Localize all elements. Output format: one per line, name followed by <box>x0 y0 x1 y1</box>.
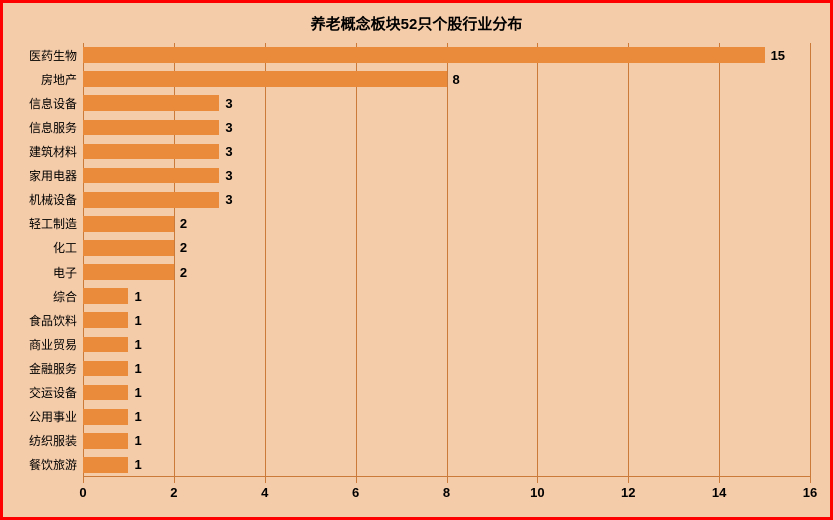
category-label: 综合 <box>53 288 77 305</box>
x-tick-label: 16 <box>803 485 817 500</box>
category-label: 纺织服装 <box>29 432 77 449</box>
bar-value: 1 <box>134 289 141 304</box>
bar-value: 2 <box>180 265 187 280</box>
bar-value: 15 <box>771 48 785 63</box>
category-label: 房地产 <box>41 71 77 88</box>
bar-value: 3 <box>225 120 232 135</box>
category-label: 化工 <box>53 239 77 256</box>
bar <box>83 192 219 208</box>
bar-value: 1 <box>134 457 141 472</box>
x-tick <box>174 477 175 483</box>
bar-row: 建筑材料3 <box>83 144 810 160</box>
bar <box>83 264 174 280</box>
x-tick <box>265 477 266 483</box>
x-tick-label: 4 <box>261 485 268 500</box>
x-tick <box>356 477 357 483</box>
bar <box>83 288 128 304</box>
category-label: 商业贸易 <box>29 336 77 353</box>
bar <box>83 216 174 232</box>
bar-row: 商业贸易1 <box>83 337 810 353</box>
bar-row: 综合1 <box>83 288 810 304</box>
category-label: 餐饮旅游 <box>29 456 77 473</box>
x-axis: 0246810121416 <box>83 477 810 517</box>
x-tick-label: 8 <box>443 485 450 500</box>
chart-container: 养老概念板块52只个股行业分布 医药生物15房地产8信息设备3信息服务3建筑材料… <box>0 0 833 520</box>
x-tick <box>83 477 84 483</box>
grid-line <box>810 43 811 477</box>
x-tick-label: 12 <box>621 485 635 500</box>
category-label: 信息服务 <box>29 119 77 136</box>
category-label: 机械设备 <box>29 191 77 208</box>
x-tick <box>810 477 811 483</box>
bar-row: 纺织服装1 <box>83 433 810 449</box>
bar-row: 医药生物15 <box>83 47 810 63</box>
bar-value: 1 <box>134 361 141 376</box>
category-label: 金融服务 <box>29 360 77 377</box>
bar <box>83 337 128 353</box>
bar <box>83 168 219 184</box>
bar-row: 餐饮旅游1 <box>83 457 810 473</box>
x-tick-label: 0 <box>79 485 86 500</box>
bar-row: 金融服务1 <box>83 361 810 377</box>
category-label: 食品饮料 <box>29 312 77 329</box>
bar <box>83 95 219 111</box>
x-tick <box>628 477 629 483</box>
x-tick-label: 6 <box>352 485 359 500</box>
category-label: 轻工制造 <box>29 215 77 232</box>
bar <box>83 312 128 328</box>
category-label: 医药生物 <box>29 47 77 64</box>
bar-row: 信息服务3 <box>83 120 810 136</box>
x-tick <box>537 477 538 483</box>
bar-value: 3 <box>225 192 232 207</box>
category-label: 家用电器 <box>29 167 77 184</box>
bar <box>83 120 219 136</box>
bar <box>83 433 128 449</box>
bar-value: 1 <box>134 385 141 400</box>
bar <box>83 47 765 63</box>
bar <box>83 361 128 377</box>
bar-value: 3 <box>225 96 232 111</box>
category-label: 交运设备 <box>29 384 77 401</box>
bar-value: 3 <box>225 168 232 183</box>
bar-row: 电子2 <box>83 264 810 280</box>
plot-area: 医药生物15 房地产8 信息设备3 信息服务3 建筑材料3 家用电器3 机械设备3 轻工制造2… <box>83 43 810 477</box>
bar-value: 1 <box>134 433 141 448</box>
bar-row: 轻工制造2 <box>83 216 810 232</box>
bar-row: 机械设备3 <box>83 192 810 208</box>
bar <box>83 240 174 256</box>
x-tick-label: 14 <box>712 485 726 500</box>
x-tick <box>447 477 448 483</box>
chart-title: 养老概念板块52只个股行业分布 <box>3 3 830 40</box>
bar-value: 2 <box>180 216 187 231</box>
bar-value: 1 <box>134 313 141 328</box>
bar-row: 交运设备1 <box>83 385 810 401</box>
category-label: 公用事业 <box>29 408 77 425</box>
category-label: 电子 <box>53 264 77 281</box>
bar-row: 化工2 <box>83 240 810 256</box>
bar <box>83 71 447 87</box>
bar-row: 房地产8 <box>83 71 810 87</box>
bar-row: 信息设备3 <box>83 95 810 111</box>
bar-value: 3 <box>225 144 232 159</box>
bar-value: 2 <box>180 240 187 255</box>
bar <box>83 144 219 160</box>
bar-value: 1 <box>134 337 141 352</box>
bar-row: 家用电器3 <box>83 168 810 184</box>
category-label: 信息设备 <box>29 95 77 112</box>
bar <box>83 457 128 473</box>
bar-row: 食品饮料1 <box>83 312 810 328</box>
category-label: 建筑材料 <box>29 143 77 160</box>
bar <box>83 409 128 425</box>
x-tick-label: 2 <box>170 485 177 500</box>
x-tick-label: 10 <box>530 485 544 500</box>
bar-row: 公用事业1 <box>83 409 810 425</box>
x-tick <box>719 477 720 483</box>
bar-value: 8 <box>453 72 460 87</box>
bar <box>83 385 128 401</box>
bar-value: 1 <box>134 409 141 424</box>
